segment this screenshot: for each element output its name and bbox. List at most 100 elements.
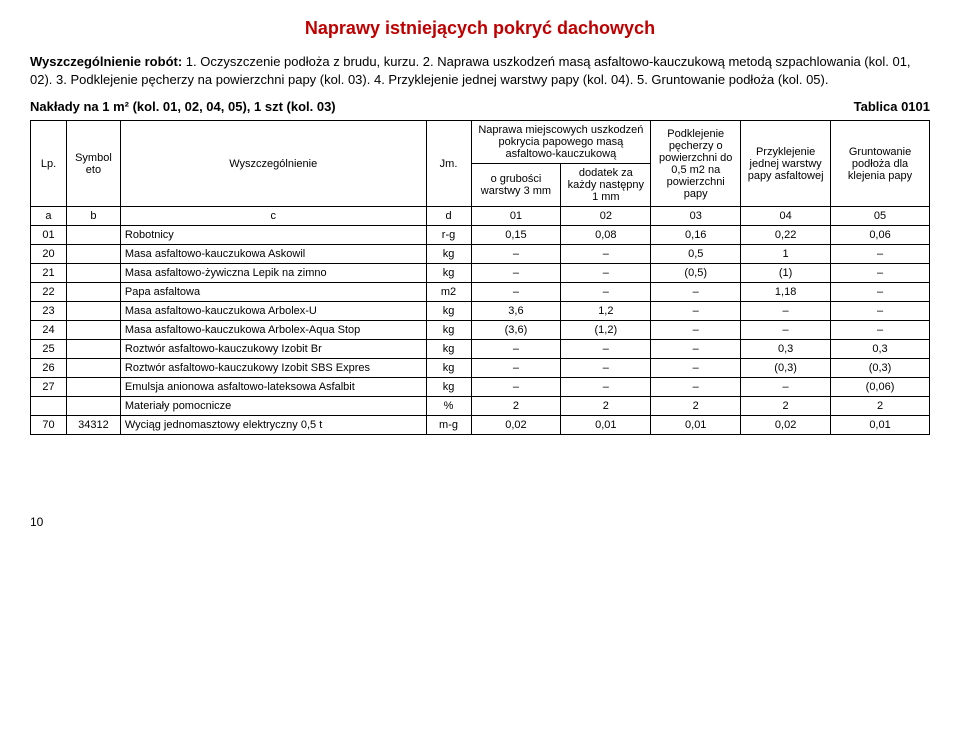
- table-cell: –: [741, 321, 831, 340]
- table-cell: –: [651, 283, 741, 302]
- table-cell: [66, 378, 120, 397]
- table-cell: 21: [31, 264, 67, 283]
- table-body: 01Robotnicyr-g0,150,080,160,220,0620Masa…: [31, 226, 930, 435]
- table-cell: (1): [741, 264, 831, 283]
- table-cell: [66, 264, 120, 283]
- table-cell: –: [561, 245, 651, 264]
- th-c02: 02: [561, 207, 651, 226]
- table-cell: Masa asfaltowo-kauczukowa Arbolex-U: [120, 302, 426, 321]
- th-symbol: Symbol eto: [66, 121, 120, 207]
- table-cell: 0,01: [561, 416, 651, 435]
- table-row: 24 Masa asfaltowo-kauczukowa Arbolex-Aqua…: [31, 321, 930, 340]
- table-cell: –: [651, 378, 741, 397]
- page-title: Naprawy istniejących pokryć dachowych: [30, 18, 930, 39]
- naklady-label: Nakłady na 1 m² (kol. 01, 02, 04, 05), 1…: [30, 99, 336, 114]
- tablica-label: Tablica 0101: [854, 99, 930, 114]
- th-jm: Jm.: [426, 121, 471, 207]
- table-cell: 0,5: [651, 245, 741, 264]
- th-b: b: [66, 207, 120, 226]
- table-cell: 70: [31, 416, 67, 435]
- table-cell: 26: [31, 359, 67, 378]
- table-cell: –: [741, 302, 831, 321]
- th-dodatek: dodatek za każdy następny 1 mm: [561, 164, 651, 207]
- table-cell: %: [426, 397, 471, 416]
- table-cell: [66, 359, 120, 378]
- th-c01: 01: [471, 207, 561, 226]
- th-c: c: [120, 207, 426, 226]
- table-cell: –: [831, 283, 930, 302]
- table-cell: 22: [31, 283, 67, 302]
- table-cell: 27: [31, 378, 67, 397]
- table-row: 23 Masa asfaltowo-kauczukowa Arbolex-Ukg3…: [31, 302, 930, 321]
- table-cell: 24: [31, 321, 67, 340]
- table-cell: 2: [471, 397, 561, 416]
- th-lp: Lp.: [31, 121, 67, 207]
- table-cell: 0,01: [831, 416, 930, 435]
- description-block: Wyszczególnienie robót: 1. Oczyszczenie …: [30, 53, 930, 89]
- th-d: d: [426, 207, 471, 226]
- table-cell: 20: [31, 245, 67, 264]
- table-cell: kg: [426, 340, 471, 359]
- th-naprawa: Naprawa miejscowych uszkodzeń pokrycia p…: [471, 121, 651, 164]
- table-cell: Papa asfaltowa: [120, 283, 426, 302]
- table-cell: 0,15: [471, 226, 561, 245]
- table-cell: [66, 283, 120, 302]
- table-cell: 0,3: [741, 340, 831, 359]
- table-cell: –: [561, 359, 651, 378]
- table-cell: [66, 397, 120, 416]
- table-cell: 1,18: [741, 283, 831, 302]
- table-cell: 0,02: [741, 416, 831, 435]
- table-cell: –: [561, 283, 651, 302]
- table-cell: –: [471, 340, 561, 359]
- table-cell: kg: [426, 302, 471, 321]
- table-cell: (0,3): [741, 359, 831, 378]
- table-cell: Wyciąg jednomasztowy elektryczny 0,5 t: [120, 416, 426, 435]
- table-cell: 0,16: [651, 226, 741, 245]
- table-cell: kg: [426, 359, 471, 378]
- th-a: a: [31, 207, 67, 226]
- table-cell: –: [651, 302, 741, 321]
- data-table: Lp. Symbol eto Wyszczególnienie Jm. Napr…: [30, 120, 930, 435]
- table-cell: Robotnicy: [120, 226, 426, 245]
- table-cell: kg: [426, 264, 471, 283]
- table-row: 01Robotnicyr-g0,150,080,160,220,06: [31, 226, 930, 245]
- table-cell: Masa asfaltowo-żywiczna Lepik na zimno: [120, 264, 426, 283]
- table-cell: m2: [426, 283, 471, 302]
- table-cell: Roztwór asfaltowo-kauczukowy Izobit Br: [120, 340, 426, 359]
- table-row: 27 Emulsja anionowa asfaltowo-lateksowa A…: [31, 378, 930, 397]
- table-cell: kg: [426, 321, 471, 340]
- th-c03: 03: [651, 207, 741, 226]
- table-cell: –: [471, 378, 561, 397]
- table-cell: –: [471, 283, 561, 302]
- table-cell: –: [651, 340, 741, 359]
- table-cell: 0,3: [831, 340, 930, 359]
- table-cell: 2: [831, 397, 930, 416]
- table-cell: Materiały pomocnicze: [120, 397, 426, 416]
- table-row: Materiały pomocnicze%22222: [31, 397, 930, 416]
- table-cell: (0,06): [831, 378, 930, 397]
- table-row: 20Masa asfaltowo-kauczukowa Askowilkg––0…: [31, 245, 930, 264]
- table-cell: 23: [31, 302, 67, 321]
- table-cell: Roztwór asfaltowo-kauczukowy Izobit SBS …: [120, 359, 426, 378]
- table-cell: 34312: [66, 416, 120, 435]
- table-cell: –: [471, 264, 561, 283]
- table-cell: –: [561, 264, 651, 283]
- table-cell: Emulsja anionowa asfaltowo-lateksowa Asf…: [120, 378, 426, 397]
- table-cell: –: [561, 378, 651, 397]
- table-cell: 0,22: [741, 226, 831, 245]
- table-cell: (3,6): [471, 321, 561, 340]
- table-cell: r-g: [426, 226, 471, 245]
- naklady-row: Nakłady na 1 m² (kol. 01, 02, 04, 05), 1…: [30, 99, 930, 114]
- table-cell: 1: [741, 245, 831, 264]
- table-cell: m-g: [426, 416, 471, 435]
- th-wysz: Wyszczególnienie: [120, 121, 426, 207]
- th-gruntowanie: Gruntowanie podłoża dla klejenia papy: [831, 121, 930, 207]
- table-cell: 1,2: [561, 302, 651, 321]
- table-cell: 2: [651, 397, 741, 416]
- table-cell: Masa asfaltowo-kauczukowa Arbolex-Aqua S…: [120, 321, 426, 340]
- table-cell: –: [651, 321, 741, 340]
- table-cell: –: [741, 378, 831, 397]
- table-cell: 3,6: [471, 302, 561, 321]
- table-cell: [31, 397, 67, 416]
- table-cell: –: [831, 321, 930, 340]
